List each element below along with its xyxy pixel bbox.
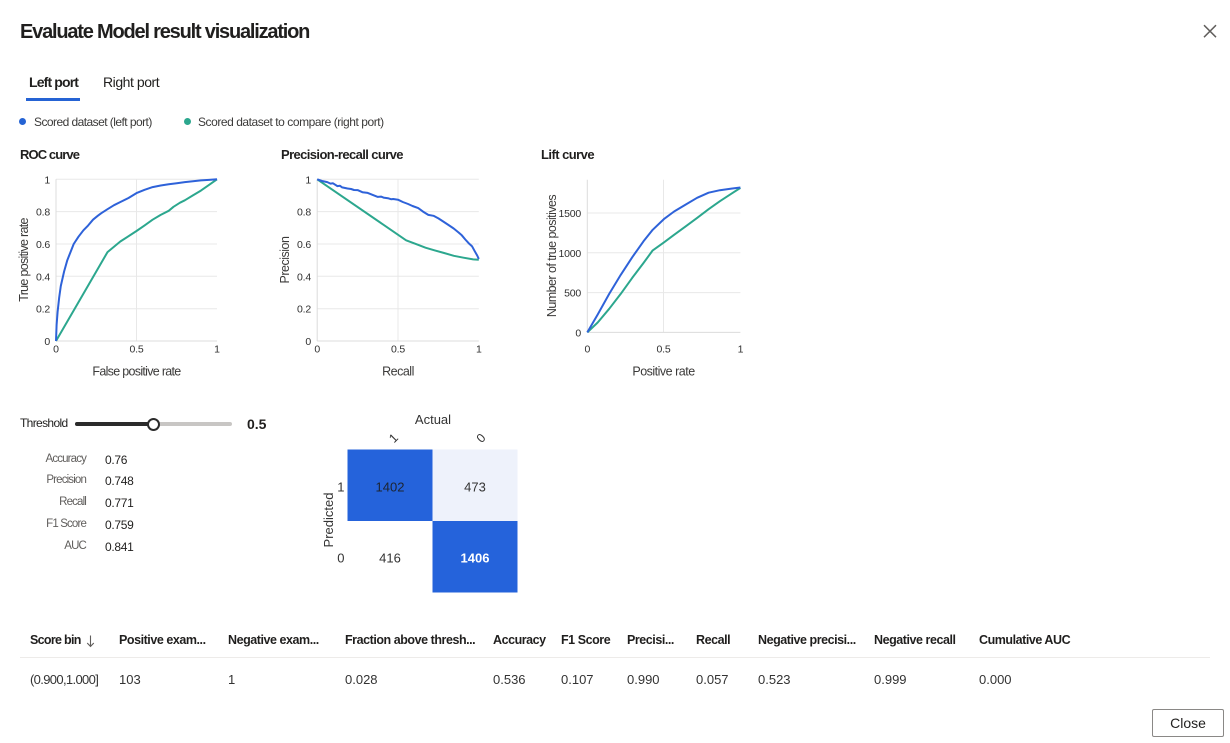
svg-text:1: 1: [214, 344, 220, 356]
svg-text:0.5: 0.5: [391, 344, 405, 356]
svg-text:False positive rate: False positive rate: [92, 365, 181, 379]
svg-text:1: 1: [386, 431, 401, 446]
svg-text:0.2: 0.2: [36, 304, 50, 316]
svg-text:Recall: Recall: [382, 365, 414, 379]
svg-text:Predicted: Predicted: [321, 493, 336, 548]
svg-text:416: 416: [379, 551, 401, 566]
svg-text:1406: 1406: [461, 551, 490, 566]
svg-text:True positive rate: True positive rate: [17, 218, 31, 302]
svg-text:0: 0: [53, 344, 59, 356]
svg-text:1000: 1000: [558, 248, 581, 260]
svg-text:0: 0: [337, 551, 344, 566]
svg-text:1: 1: [305, 174, 311, 186]
svg-text:0: 0: [305, 336, 311, 348]
svg-text:0: 0: [44, 336, 50, 348]
svg-text:0: 0: [314, 344, 320, 356]
svg-text:0.8: 0.8: [36, 207, 50, 219]
svg-text:Positive rate: Positive rate: [632, 365, 695, 379]
svg-text:0.6: 0.6: [297, 239, 311, 251]
svg-text:Number of true positives: Number of true positives: [545, 195, 559, 318]
svg-text:473: 473: [464, 480, 486, 495]
svg-text:0.4: 0.4: [297, 271, 311, 283]
svg-text:Actual: Actual: [415, 412, 451, 427]
svg-text:1500: 1500: [558, 208, 581, 220]
svg-text:1402: 1402: [376, 480, 405, 495]
svg-text:0.4: 0.4: [36, 271, 50, 283]
svg-text:0: 0: [584, 344, 590, 356]
svg-text:1: 1: [337, 480, 344, 495]
svg-text:1: 1: [476, 344, 482, 356]
svg-text:0.6: 0.6: [36, 239, 50, 251]
svg-text:500: 500: [564, 288, 581, 300]
svg-text:0.8: 0.8: [297, 207, 311, 219]
svg-text:0: 0: [474, 431, 489, 446]
svg-text:0.5: 0.5: [130, 344, 144, 356]
svg-text:1: 1: [738, 344, 744, 356]
svg-text:0: 0: [575, 327, 581, 339]
svg-text:0.5: 0.5: [657, 344, 671, 356]
svg-text:0.2: 0.2: [297, 304, 311, 316]
svg-text:1: 1: [44, 174, 50, 186]
svg-text:Precision: Precision: [278, 236, 292, 283]
